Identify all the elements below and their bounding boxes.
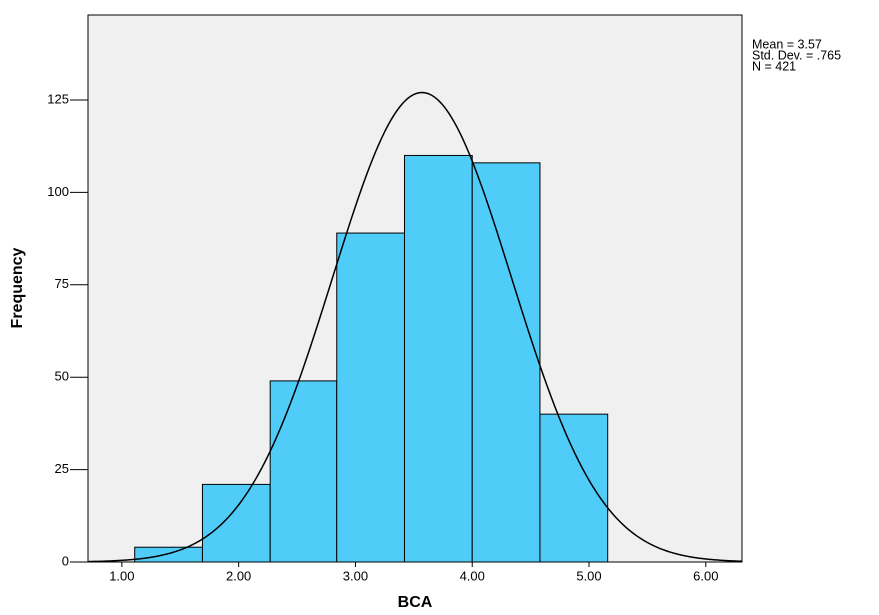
bar xyxy=(471,162,541,563)
bar xyxy=(403,154,473,563)
bar xyxy=(201,483,271,563)
x-tick-label: 4.00 xyxy=(460,568,485,583)
y-tick-label: 50 xyxy=(55,369,69,384)
x-axis-title: BCA xyxy=(398,594,433,611)
stat-label: Mean = 3.57 xyxy=(752,37,822,51)
x-tick-label: 3.00 xyxy=(343,568,368,583)
y-tick-label: 0 xyxy=(62,553,69,568)
x-tick-label: 6.00 xyxy=(693,568,718,583)
x-tick-label: 2.00 xyxy=(226,568,251,583)
x-tick-label: 1.00 xyxy=(109,568,134,583)
normal-curve xyxy=(87,91,743,563)
bar xyxy=(336,232,405,563)
stat-label: Std. Dev. = .765 xyxy=(752,48,841,62)
y-tick-label: 125 xyxy=(47,91,69,106)
y-axis-title: Frequency xyxy=(9,247,26,328)
bar xyxy=(539,413,609,563)
x-tick-label: 5.00 xyxy=(576,568,601,583)
bar xyxy=(134,546,203,563)
y-tick-label: 25 xyxy=(55,461,69,476)
stat-label: N = 421 xyxy=(752,59,796,73)
y-tick-label: 75 xyxy=(55,276,69,291)
y-tick-label: 100 xyxy=(47,184,69,199)
bar xyxy=(269,380,338,563)
